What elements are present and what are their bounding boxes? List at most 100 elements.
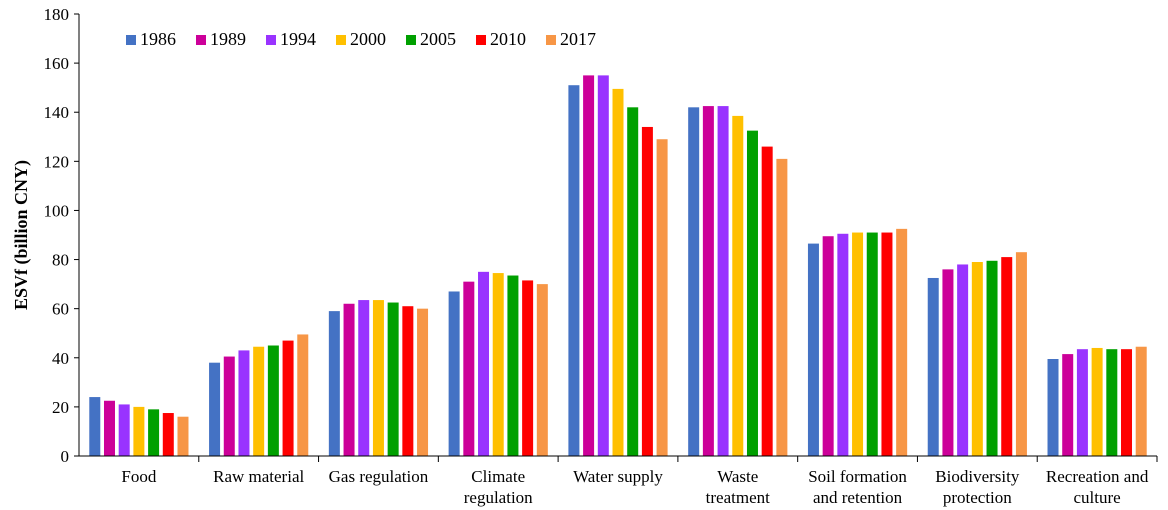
legend-label-1986: 1986 — [140, 29, 176, 49]
bar-1989 — [343, 303, 355, 456]
bar-1989 — [1062, 354, 1074, 456]
bar-1994 — [1076, 349, 1088, 456]
bar-2010 — [282, 340, 294, 456]
bar-1989 — [702, 106, 714, 456]
bar-2000 — [492, 273, 504, 456]
bar-1986 — [688, 107, 700, 457]
bar-2000 — [133, 406, 145, 456]
y-tick-label: 0 — [61, 447, 70, 466]
y-tick-label: 140 — [44, 103, 70, 122]
legend-label-2005: 2005 — [420, 29, 456, 49]
x-category-label: Gas regulation — [329, 467, 429, 486]
bar-1986 — [328, 311, 340, 456]
bar-2010 — [1001, 257, 1013, 456]
bar-2017 — [177, 416, 189, 456]
bar-1986 — [89, 397, 101, 456]
bar-2010 — [761, 146, 773, 456]
bar-2010 — [162, 413, 174, 456]
bar-2000 — [1091, 347, 1103, 456]
bar-1986 — [807, 243, 819, 456]
bar-1989 — [103, 400, 115, 456]
bar-2010 — [1121, 349, 1133, 456]
bar-2005 — [267, 345, 279, 456]
x-category-label: Soil formation and retention — [808, 467, 907, 507]
bar-2005 — [148, 409, 160, 456]
bar-2000 — [372, 300, 384, 456]
bar-1994 — [118, 404, 130, 456]
bar-2005 — [986, 260, 998, 456]
bar-1989 — [822, 236, 834, 456]
legend-swatch-2017 — [546, 35, 556, 45]
y-axis-label: ESVf (billion CNY) — [11, 160, 32, 310]
bar-2017 — [776, 158, 788, 456]
bar-1986 — [1047, 359, 1059, 456]
legend-swatch-2005 — [406, 35, 416, 45]
legend-label-1989: 1989 — [210, 29, 246, 49]
bar-2010 — [641, 126, 653, 456]
bar-2017 — [1015, 252, 1027, 456]
bar-2000 — [971, 262, 983, 456]
bar-1994 — [238, 350, 250, 456]
bar-1994 — [717, 106, 729, 456]
x-category-label: Food — [121, 467, 156, 486]
bar-1989 — [583, 75, 595, 456]
x-category-label: Recreation and culture — [1046, 467, 1149, 507]
bar-2005 — [1106, 349, 1118, 456]
legend-label-2010: 2010 — [490, 29, 526, 49]
y-tick-label: 40 — [52, 349, 69, 368]
bar-1994 — [358, 300, 370, 456]
y-tick-label: 100 — [44, 201, 70, 220]
bar-2000 — [612, 88, 624, 457]
bar-1994 — [478, 271, 490, 456]
bar-2010 — [402, 306, 414, 456]
bar-2017 — [417, 308, 429, 456]
legend: 1986 1989 1994 2000 2005 2010 2017 — [126, 29, 596, 49]
bar-2017 — [896, 228, 908, 456]
y-tick-label: 60 — [52, 300, 69, 319]
y-tick-label: 180 — [44, 5, 70, 24]
bar-2017 — [536, 284, 548, 456]
legend-swatch-2010 — [476, 35, 486, 45]
y-tick-label: 20 — [52, 398, 69, 417]
bar-2005 — [387, 302, 399, 456]
x-category-label: Biodiversity protection — [935, 467, 1020, 507]
bar-2017 — [656, 139, 668, 456]
legend-label-2017: 2017 — [560, 29, 596, 49]
legend-swatch-2000 — [336, 35, 346, 45]
legend-swatch-1994 — [266, 35, 276, 45]
bar-2000 — [253, 346, 265, 456]
bar-2010 — [522, 280, 534, 456]
legend-swatch-1989 — [196, 35, 206, 45]
bar-1994 — [597, 75, 609, 456]
bar-1994 — [957, 264, 969, 456]
bar-2010 — [881, 232, 893, 456]
bar-1986 — [927, 277, 939, 456]
y-tick-label: 160 — [44, 54, 70, 73]
bar-1989 — [463, 281, 475, 456]
y-axis-ticks: 0 20 40 60 80 100 120 140 160 180 — [44, 5, 79, 466]
y-tick-label: 120 — [44, 152, 70, 171]
bar-2017 — [1135, 346, 1147, 456]
x-category-label: Waste treatment — [706, 467, 770, 507]
bar-2005 — [866, 232, 878, 456]
bar-2000 — [852, 232, 864, 456]
legend-label-2000: 2000 — [350, 29, 386, 49]
bar-1986 — [568, 85, 580, 456]
bar-2017 — [297, 334, 309, 456]
x-axis-category-labels: Food Raw material Gas regulation Climate reg… — [121, 467, 1148, 507]
bar-1989 — [223, 356, 235, 456]
axes — [78, 14, 1157, 457]
bar-2000 — [732, 115, 744, 457]
bars-group — [89, 75, 1158, 462]
x-category-label: Water supply — [573, 467, 663, 486]
x-category-label: Climate regulation — [464, 467, 533, 507]
y-tick-label: 80 — [52, 251, 69, 270]
bar-2005 — [507, 275, 519, 456]
legend-swatch-1986 — [126, 35, 136, 45]
bar-1986 — [448, 291, 460, 456]
bar-2005 — [746, 130, 758, 456]
x-category-label: Raw material — [213, 467, 304, 486]
legend-label-1994: 1994 — [280, 29, 316, 49]
bar-1989 — [942, 269, 954, 456]
